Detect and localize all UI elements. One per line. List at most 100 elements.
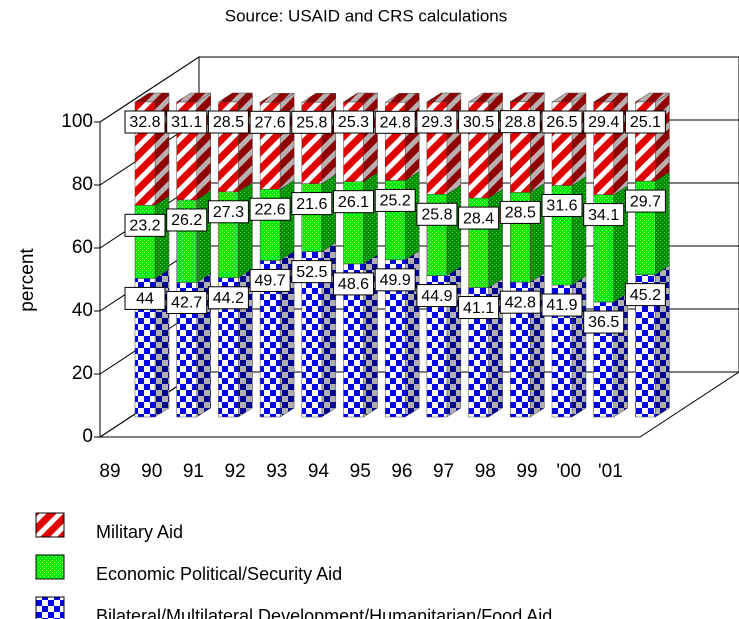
x-tick-label: 99 [516, 461, 537, 482]
value-label-box [374, 110, 416, 134]
value-label-box [499, 200, 541, 224]
value-label-box [416, 202, 458, 226]
value-label: 45.2 [630, 287, 661, 304]
bar-side [446, 92, 462, 195]
y-tick-label: 0 [82, 426, 93, 447]
value-label-box [291, 192, 333, 216]
bar-segment [175, 190, 212, 283]
x-tick-label: 94 [308, 461, 330, 482]
y-tick-label: 20 [72, 363, 93, 384]
bar-side [238, 92, 253, 193]
value-label-box [166, 110, 208, 134]
value-label-box [499, 290, 541, 314]
x-tick-label: 93 [266, 461, 287, 482]
value-label: 26.2 [171, 212, 202, 229]
value-label: 44.9 [421, 288, 452, 305]
bar-segment [217, 92, 254, 193]
y-tick-label: 100 [61, 111, 93, 132]
value-label-box [207, 286, 249, 310]
legend-swatch [35, 596, 65, 619]
value-label-box [333, 110, 374, 134]
bar-segment [634, 171, 671, 276]
bar-side [279, 92, 295, 190]
bar-side [488, 92, 503, 199]
legend-label: Economic Political/Security Aid [96, 564, 342, 584]
y-axis-label: percent [17, 248, 38, 312]
x-tick-label: '00 [556, 461, 581, 482]
legend-label: Military Aid [96, 522, 183, 542]
value-label: 25.1 [630, 114, 661, 131]
legend-label: Bilateral/Multilateral Development/Human… [96, 606, 552, 619]
value-label-box [416, 110, 458, 134]
value-label: 36.5 [588, 314, 619, 331]
x-tick-label: 90 [141, 461, 162, 482]
value-label-box [249, 110, 291, 134]
value-label: 31.1 [171, 114, 202, 131]
bar-side [655, 92, 670, 182]
bar-segment [551, 176, 587, 286]
bar-segment [426, 184, 462, 277]
x-tick-label: 89 [99, 461, 120, 482]
bar-segment [592, 185, 629, 303]
value-label: 49.7 [255, 273, 286, 290]
bar-segment [300, 92, 337, 185]
x-tick-label: 92 [225, 461, 246, 482]
bar-segment [300, 242, 337, 418]
value-label: 28.5 [505, 205, 536, 222]
value-label-box [458, 296, 500, 320]
value-label: 34.1 [588, 207, 619, 224]
bar-segment [509, 92, 546, 193]
value-label: 48.6 [338, 276, 369, 293]
bar-side [571, 92, 587, 186]
bar-side [530, 92, 545, 193]
value-label-box [166, 208, 208, 232]
value-label: 22.6 [255, 201, 286, 218]
bar-segment [551, 92, 587, 186]
bar-segment [426, 92, 462, 195]
value-label-box [333, 190, 374, 214]
value-label-box [541, 193, 583, 217]
value-label-box [291, 110, 333, 134]
bar-side [571, 176, 587, 286]
value-label: 26.5 [546, 114, 577, 131]
value-label: 28.8 [505, 114, 536, 131]
bar-segment [342, 92, 379, 183]
value-label-box [583, 203, 625, 227]
value-label: 24.8 [380, 115, 411, 132]
value-label: 30.5 [463, 114, 494, 131]
bar-side [446, 184, 462, 277]
value-label-box [541, 293, 583, 317]
value-label: 28.4 [463, 210, 494, 227]
bar-segment [467, 188, 504, 288]
x-tick-label: '01 [598, 461, 623, 482]
value-label: 29.7 [630, 193, 661, 210]
value-label-box [249, 197, 291, 221]
x-tick-label: 97 [433, 461, 454, 482]
value-label: 52.5 [296, 264, 327, 281]
bar-side [655, 171, 670, 276]
value-label: 29.3 [421, 114, 452, 131]
value-label: 31.6 [546, 198, 577, 215]
value-label: 29.4 [588, 114, 619, 131]
value-label-box [124, 286, 166, 310]
bar-segment [509, 182, 546, 283]
chart-title: Source: USAID and CRS calculations [225, 6, 508, 25]
grid-line [94, 56, 739, 123]
x-tick-label: 95 [350, 461, 371, 482]
value-label-box [124, 110, 166, 134]
bar-side [196, 92, 211, 201]
value-label-box [207, 200, 249, 224]
bar-segment [384, 170, 421, 261]
x-tick-label: 98 [475, 461, 496, 482]
value-label: 25.2 [380, 193, 411, 210]
bar-segment [634, 92, 671, 182]
value-label-box [458, 206, 500, 230]
bar-segment [384, 92, 421, 181]
value-label: 26.1 [338, 194, 369, 211]
bar-side [363, 172, 378, 265]
value-label: 23.2 [129, 218, 160, 235]
value-label-box [624, 110, 666, 134]
value-label-box [207, 110, 249, 134]
value-label: 27.3 [213, 204, 244, 221]
